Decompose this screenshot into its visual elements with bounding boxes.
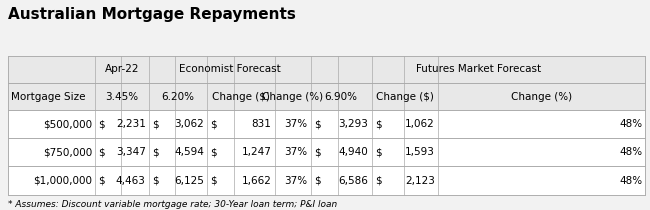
Text: $: $ xyxy=(211,176,217,185)
Text: 3,347: 3,347 xyxy=(116,147,146,157)
Text: Change ($): Change ($) xyxy=(212,92,270,102)
Bar xyxy=(8,138,645,167)
Text: 6.20%: 6.20% xyxy=(162,92,194,102)
Text: 4,940: 4,940 xyxy=(339,147,369,157)
Text: 3.45%: 3.45% xyxy=(105,92,138,102)
Text: 37%: 37% xyxy=(285,176,307,185)
Text: Change ($): Change ($) xyxy=(376,92,434,102)
Text: 1,593: 1,593 xyxy=(405,147,435,157)
Text: Change (%): Change (%) xyxy=(512,92,573,102)
Text: $: $ xyxy=(152,176,159,185)
Text: 6.90%: 6.90% xyxy=(325,92,358,102)
Text: $750,000: $750,000 xyxy=(43,147,92,157)
Text: 1,247: 1,247 xyxy=(241,147,271,157)
Text: $500,000: $500,000 xyxy=(43,119,92,129)
Text: 48%: 48% xyxy=(619,119,642,129)
Text: $: $ xyxy=(211,147,217,157)
Text: 1,662: 1,662 xyxy=(241,176,271,185)
Text: Mortgage Size: Mortgage Size xyxy=(11,92,86,102)
Text: 4,594: 4,594 xyxy=(174,147,204,157)
Text: Futures Market Forecast: Futures Market Forecast xyxy=(415,64,541,74)
Bar xyxy=(8,110,645,138)
Text: 2,231: 2,231 xyxy=(116,119,146,129)
Text: 3,293: 3,293 xyxy=(339,119,369,129)
Bar xyxy=(8,167,645,195)
Bar xyxy=(8,83,645,110)
Text: Economist Forecast: Economist Forecast xyxy=(179,64,281,74)
Text: Apr-22: Apr-22 xyxy=(105,64,139,74)
Text: $: $ xyxy=(211,119,217,129)
Text: $: $ xyxy=(152,119,159,129)
Text: $: $ xyxy=(98,176,105,185)
Text: $: $ xyxy=(314,176,320,185)
Text: 48%: 48% xyxy=(619,147,642,157)
Bar xyxy=(8,56,645,83)
Text: $: $ xyxy=(314,119,320,129)
Text: 6,125: 6,125 xyxy=(174,176,204,185)
Text: $: $ xyxy=(314,147,320,157)
Text: $: $ xyxy=(98,147,105,157)
Text: $: $ xyxy=(375,119,382,129)
Text: $: $ xyxy=(98,119,105,129)
Text: 37%: 37% xyxy=(285,147,307,157)
Text: $1,000,000: $1,000,000 xyxy=(33,176,92,185)
Text: Change (%): Change (%) xyxy=(262,92,323,102)
Text: 48%: 48% xyxy=(619,176,642,185)
Text: 4,463: 4,463 xyxy=(116,176,146,185)
Text: Australian Mortgage Repayments: Australian Mortgage Repayments xyxy=(8,7,296,22)
Text: 1,062: 1,062 xyxy=(406,119,435,129)
Text: 2,123: 2,123 xyxy=(405,176,435,185)
Text: 831: 831 xyxy=(252,119,271,129)
Text: 6,586: 6,586 xyxy=(339,176,369,185)
Text: 37%: 37% xyxy=(285,119,307,129)
Text: 3,062: 3,062 xyxy=(174,119,204,129)
Text: $: $ xyxy=(152,147,159,157)
Text: $: $ xyxy=(375,176,382,185)
Text: * Assumes: Discount variable mortgage rate; 30-Year loan term; P&I loan: * Assumes: Discount variable mortgage ra… xyxy=(8,200,337,209)
Text: $: $ xyxy=(375,147,382,157)
